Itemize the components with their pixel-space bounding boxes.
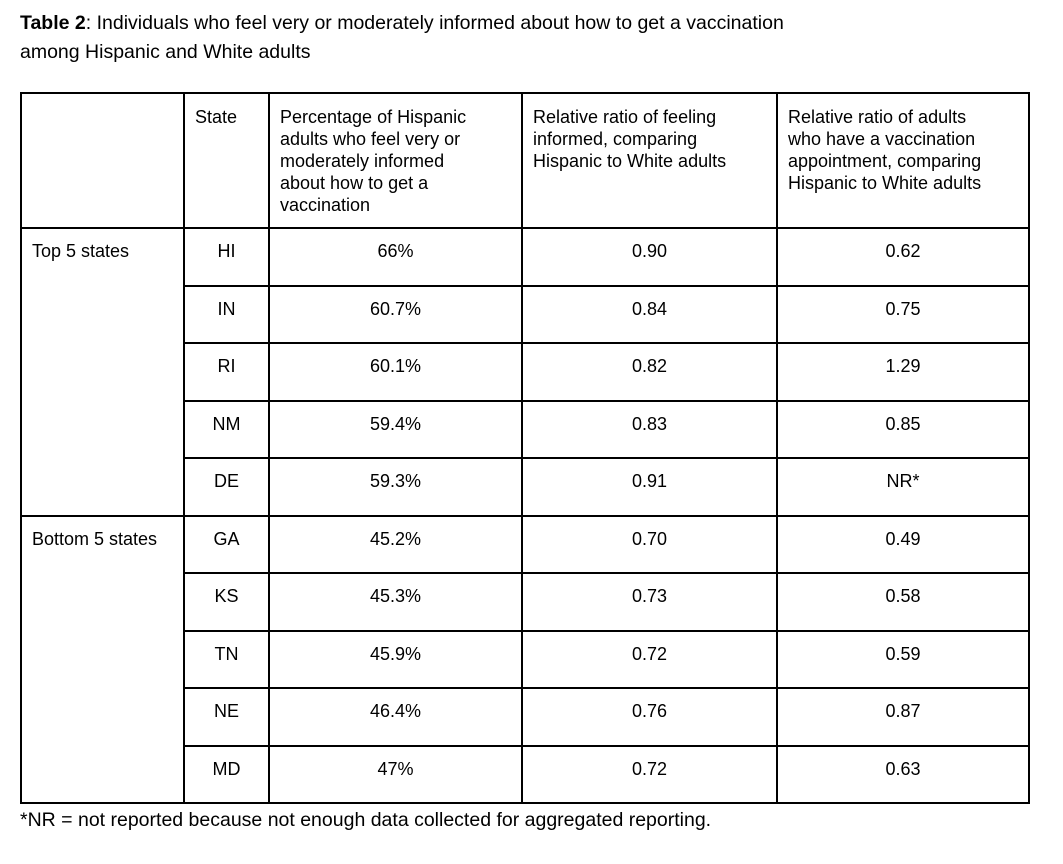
table-row: DE 59.3% 0.91 NR* (21, 457, 1030, 517)
ratio-informed-cell: 0.70 (521, 514, 778, 574)
ratio-appointment-cell: 0.85 (776, 399, 1030, 459)
header-empty-cell (20, 92, 185, 229)
ratio-informed-cell: 0.72 (521, 744, 778, 804)
pct-informed-cell: 60.7% (268, 284, 523, 344)
table-row: NM 59.4% 0.83 0.85 (21, 399, 1030, 459)
pct-informed-cell: 45.2% (268, 514, 523, 574)
state-cell: GA (183, 514, 270, 574)
state-cell: TN (183, 629, 270, 689)
ratio-appointment-cell: NR* (776, 457, 1030, 517)
table-title: Table 2: Individuals who feel very or mo… (20, 9, 1043, 67)
table-row: NE 46.4% 0.76 0.87 (21, 687, 1030, 747)
table-row: IN 60.7% 0.84 0.75 (21, 284, 1030, 344)
footnote: *NR = not reported because not enough da… (20, 809, 712, 831)
ratio-appointment-cell: 0.87 (776, 687, 1030, 747)
data-table: State Percentage of Hispanic adults who … (20, 92, 1030, 804)
state-cell: RI (183, 342, 270, 402)
state-cell: NE (183, 687, 270, 747)
header-ratio-appointment: Relative ratio of adults who have a vacc… (776, 92, 1030, 229)
header-ratio-informed: Relative ratio of feeling informed, comp… (521, 92, 778, 229)
ratio-informed-cell: 0.90 (521, 227, 778, 287)
ratio-appointment-cell: 0.49 (776, 514, 1030, 574)
table-row: TN 45.9% 0.72 0.59 (21, 629, 1030, 689)
state-cell: NM (183, 399, 270, 459)
ratio-informed-cell: 0.91 (521, 457, 778, 517)
pct-informed-cell: 47% (268, 744, 523, 804)
ratio-appointment-cell: 0.58 (776, 572, 1030, 632)
table-row: Top 5 states HI 66% 0.90 0.62 (20, 227, 1030, 517)
pct-informed-cell: 45.3% (268, 572, 523, 632)
header-row: State Percentage of Hispanic adults who … (20, 92, 1030, 229)
state-cell: HI (183, 227, 270, 287)
ratio-informed-cell: 0.84 (521, 284, 778, 344)
group-label-top5: Top 5 states (20, 227, 185, 517)
table-row: KS 45.3% 0.73 0.58 (21, 572, 1030, 632)
state-cell: DE (183, 457, 270, 517)
table-title-line2: among Hispanic and White adults (20, 41, 311, 63)
table-row: Bottom 5 states GA 45.2% 0.70 0.49 (20, 514, 1030, 804)
ratio-informed-cell: 0.82 (521, 342, 778, 402)
ratio-informed-cell: 0.72 (521, 629, 778, 689)
ratio-informed-cell: 0.76 (521, 687, 778, 747)
pct-informed-cell: 66% (268, 227, 523, 287)
ratio-informed-cell: 0.73 (521, 572, 778, 632)
pct-informed-cell: 45.9% (268, 629, 523, 689)
ratio-informed-cell: 0.83 (521, 399, 778, 459)
pct-informed-cell: 59.4% (268, 399, 523, 459)
group-label-bottom5: Bottom 5 states (20, 514, 185, 804)
ratio-appointment-cell: 0.75 (776, 284, 1030, 344)
state-cell: KS (183, 572, 270, 632)
state-cell: IN (183, 284, 270, 344)
pct-informed-cell: 60.1% (268, 342, 523, 402)
table-title-line1: : Individuals who feel very or moderatel… (85, 12, 784, 34)
pct-informed-cell: 59.3% (268, 457, 523, 517)
state-cell: MD (183, 744, 270, 804)
pct-informed-cell: 46.4% (268, 687, 523, 747)
table-row: RI 60.1% 0.82 1.29 (21, 342, 1030, 402)
table-title-number: Table 2 (20, 12, 86, 34)
ratio-appointment-cell: 1.29 (776, 342, 1030, 402)
header-state: State (183, 92, 270, 229)
ratio-appointment-cell: 0.59 (776, 629, 1030, 689)
header-pct-informed: Percentage of Hispanic adults who feel v… (268, 92, 523, 229)
ratio-appointment-cell: 0.63 (776, 744, 1030, 804)
ratio-appointment-cell: 0.62 (776, 227, 1030, 287)
table-row: MD 47% 0.72 0.63 (21, 744, 1030, 804)
document-page: Table 2: Individuals who feel very or mo… (20, 9, 1043, 831)
